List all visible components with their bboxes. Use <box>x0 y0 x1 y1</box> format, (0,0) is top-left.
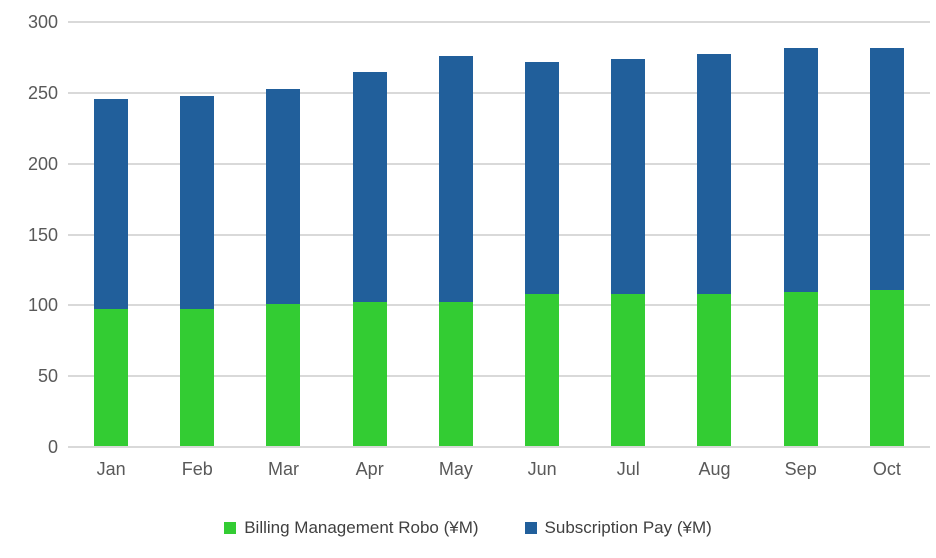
x-axis-label: Jun <box>527 459 557 479</box>
bar-segment-billing-management-robo <box>438 301 473 446</box>
y-axis-tick-label: 100 <box>27 295 58 316</box>
bar-group-apr <box>327 21 413 446</box>
bar-segment-subscription-pay <box>266 89 301 305</box>
bar-segment-billing-management-robo <box>94 308 129 446</box>
y-axis-tick-label: 300 <box>27 12 58 32</box>
bar-segment-subscription-pay <box>94 98 129 309</box>
x-axis-label: Apr <box>355 459 384 479</box>
bar-group-aug <box>671 21 757 446</box>
bar-segment-billing-management-robo <box>611 294 646 446</box>
gridline <box>68 91 930 94</box>
bar-segment-billing-management-robo <box>783 291 818 446</box>
gridline <box>68 21 930 23</box>
legend-label: Subscription Pay (¥M) <box>544 518 712 537</box>
x-axis-label: Mar <box>268 459 299 479</box>
bar-group-jun <box>499 21 585 446</box>
bar-segment-billing-management-robo <box>180 308 215 446</box>
x-axis-label: Aug <box>698 459 731 479</box>
bar-segment-subscription-pay <box>611 59 646 295</box>
legend-swatch-icon <box>224 522 237 534</box>
x-axis-label: Sep <box>784 459 817 479</box>
legend: Billing Management Robo (¥M) Subscription… <box>0 518 936 538</box>
bar-group-feb <box>154 21 240 446</box>
x-axis-label: May <box>438 459 473 479</box>
x-axis-label: Jul <box>616 459 640 479</box>
legend-item: Billing Management Robo (¥M) <box>224 518 479 538</box>
bar-segment-billing-management-robo <box>869 290 904 446</box>
bar-group-sep <box>758 21 844 446</box>
gridline <box>68 446 930 448</box>
bar-segment-subscription-pay <box>697 53 732 295</box>
y-axis-tick-label: 50 <box>37 366 58 387</box>
x-axis-label: Oct <box>872 459 901 479</box>
gridline <box>68 304 930 307</box>
x-axis-label: Jan <box>96 459 126 479</box>
x-axis: Jan Feb Mar Apr May Jun Jul Aug Sep Oct <box>68 447 930 487</box>
y-axis-tick-label: 0 <box>47 437 58 457</box>
bar-segment-subscription-pay <box>352 72 387 302</box>
bar-segment-subscription-pay <box>525 62 560 295</box>
bar-group-oct <box>844 21 930 446</box>
bar-segment-billing-management-robo <box>266 304 301 446</box>
bar-segment-billing-management-robo <box>352 301 387 446</box>
bar-segment-subscription-pay <box>180 96 215 309</box>
gridline <box>68 233 930 236</box>
legend-label: Billing Management Robo (¥M) <box>244 518 479 537</box>
y-axis-tick-label: 150 <box>27 224 58 245</box>
bar-segment-subscription-pay <box>438 56 473 302</box>
bar-segment-subscription-pay <box>783 47 818 292</box>
bar-segment-billing-management-robo <box>697 294 732 446</box>
bar-group-jan <box>68 21 154 446</box>
gridline <box>68 375 930 378</box>
legend-item: Subscription Pay (¥M) <box>524 518 712 538</box>
bar-group-may <box>413 21 499 446</box>
y-axis-tick-label: 200 <box>27 153 58 174</box>
x-axis-label: Feb <box>181 459 213 479</box>
bar-segment-subscription-pay <box>869 47 904 291</box>
legend-swatch-icon <box>524 522 537 534</box>
bar-group-mar <box>240 21 326 446</box>
bar-group-jul <box>585 21 671 446</box>
gridline <box>68 162 930 165</box>
y-axis-tick-label: 250 <box>27 82 58 103</box>
plot-area <box>68 21 930 448</box>
bar-segment-billing-management-robo <box>525 294 560 446</box>
